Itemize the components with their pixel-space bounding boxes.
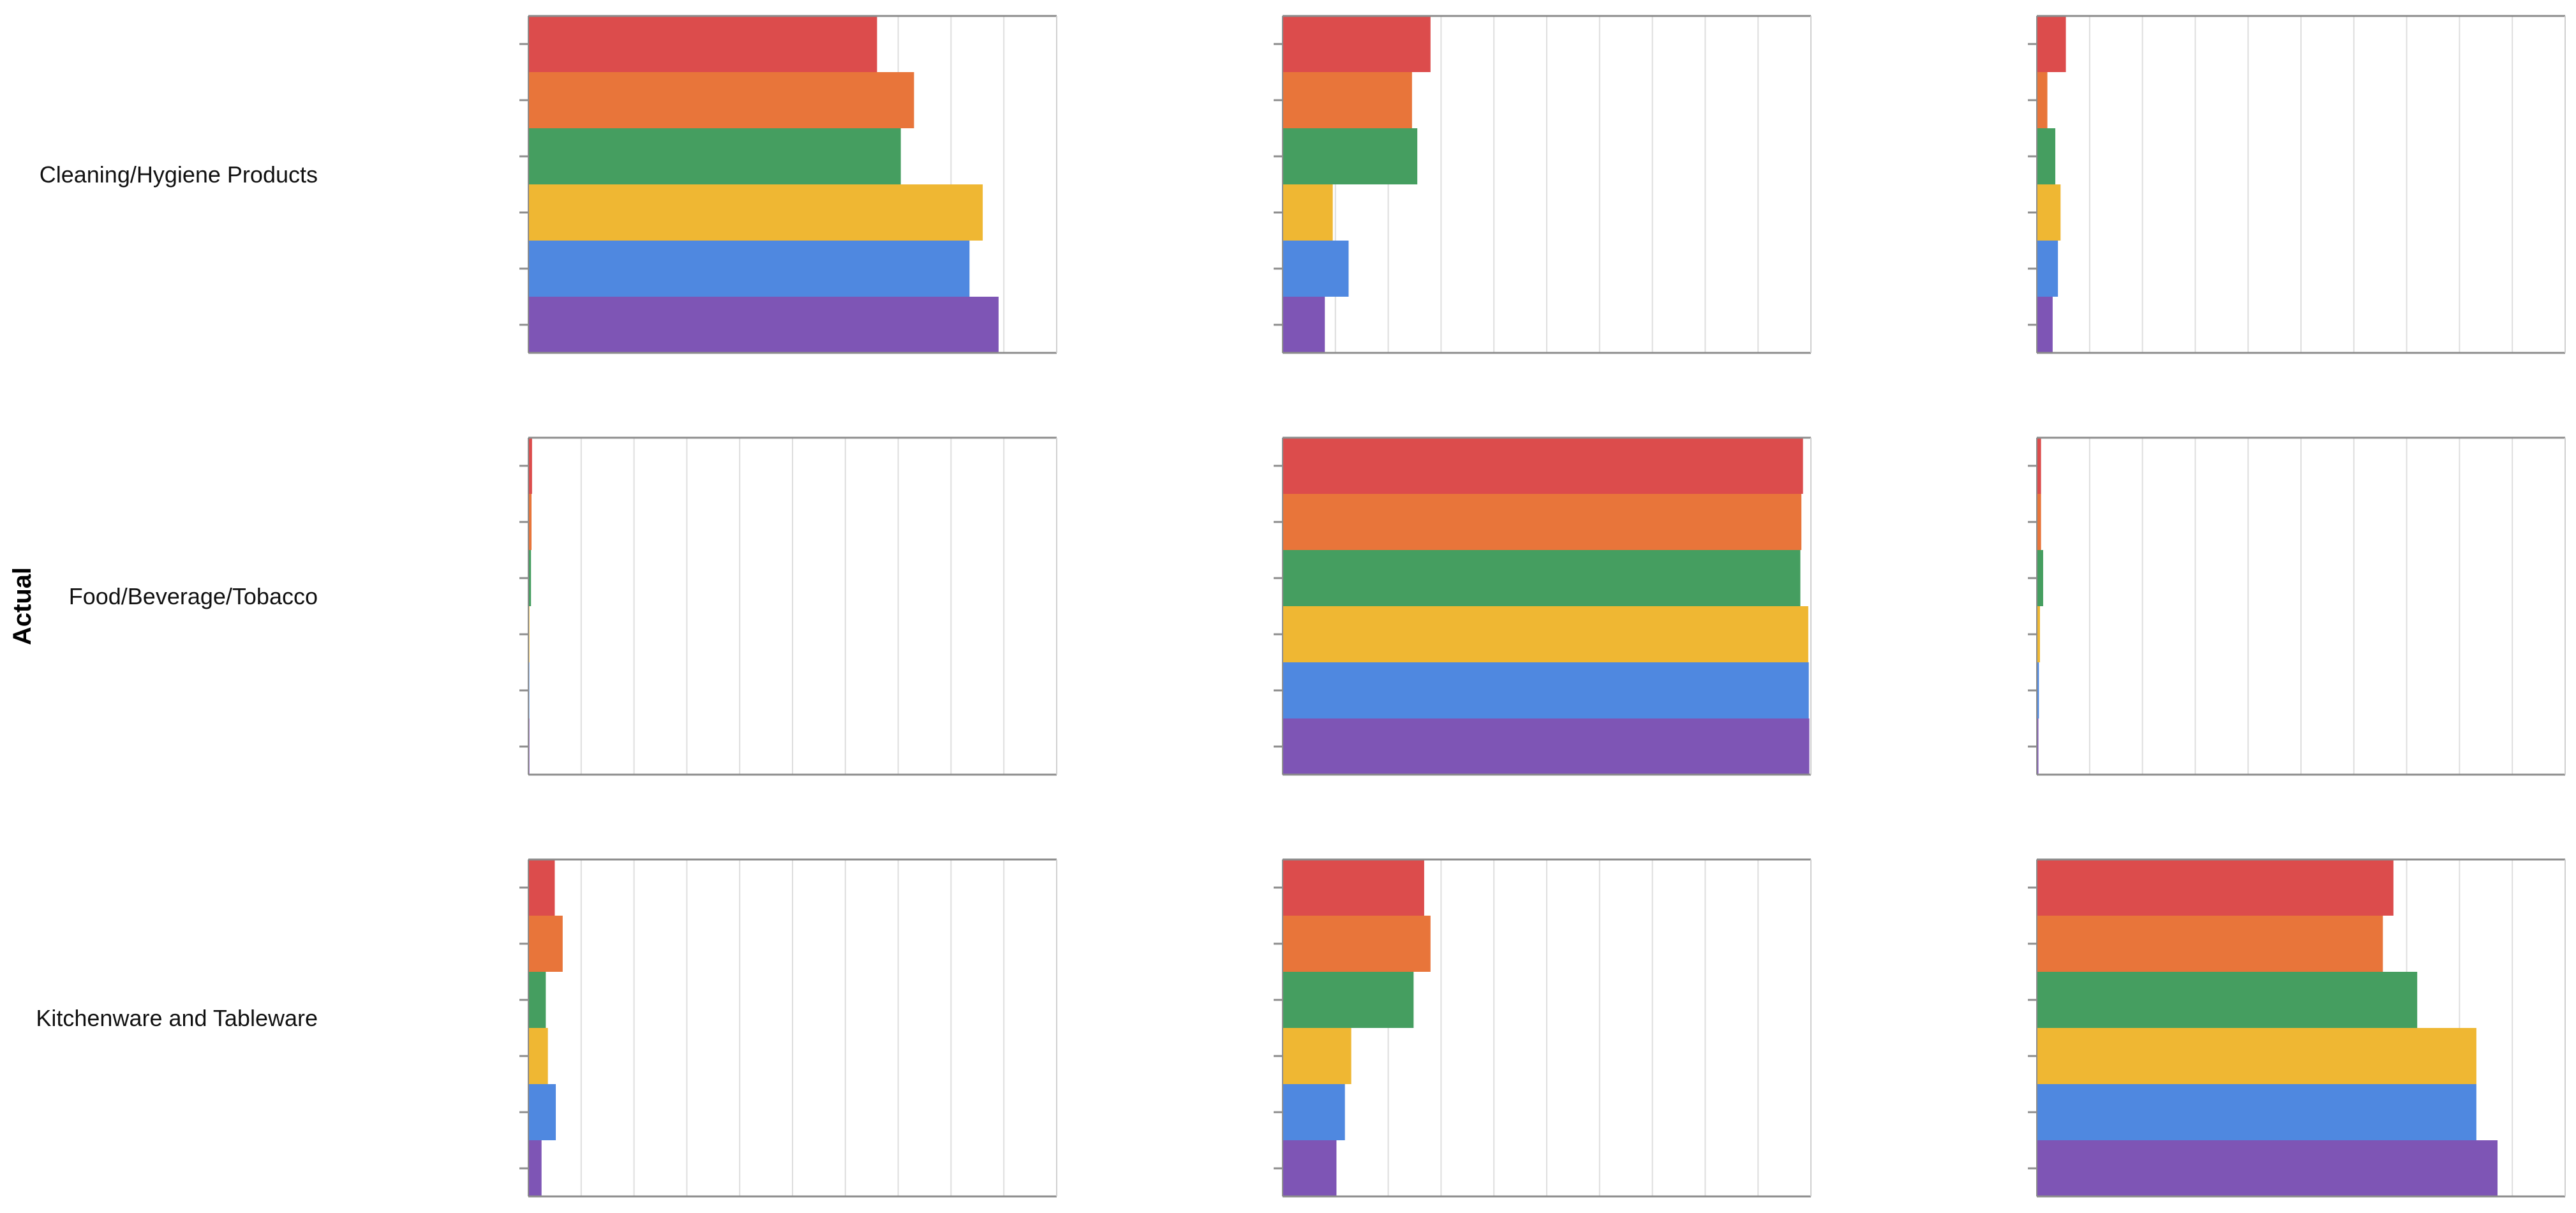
panel-1-0 bbox=[519, 436, 1057, 776]
bar-1-1-0 bbox=[1283, 438, 1803, 494]
panel-2-1 bbox=[1274, 858, 1812, 1198]
bar-1-1-3 bbox=[1283, 606, 1808, 662]
panel-0-1 bbox=[1274, 15, 1812, 354]
bar-1-1-5 bbox=[1283, 718, 1810, 775]
bar-0-0-4 bbox=[528, 241, 970, 297]
bar-1-2-0 bbox=[2037, 438, 2041, 494]
bar-1-1-4 bbox=[1283, 662, 1809, 718]
bar-2-2-3 bbox=[2037, 1028, 2476, 1084]
bar-0-1-1 bbox=[1283, 72, 1412, 128]
bar-1-2-4 bbox=[2037, 662, 2039, 718]
bar-0-1-5 bbox=[1283, 297, 1325, 353]
row-label-1: Food/Beverage/Tobacco bbox=[69, 583, 318, 609]
bar-1-1-1 bbox=[1283, 494, 1802, 550]
bar-2-2-2 bbox=[2037, 972, 2418, 1028]
bar-2-2-5 bbox=[2037, 1140, 2498, 1196]
bar-1-0-0 bbox=[528, 438, 532, 494]
bar-1-2-5 bbox=[2037, 718, 2039, 775]
bar-0-0-5 bbox=[528, 297, 999, 353]
bar-0-0-3 bbox=[528, 184, 983, 241]
bar-0-1-4 bbox=[1283, 241, 1349, 297]
bar-0-1-0 bbox=[1283, 16, 1431, 72]
panel-1-2 bbox=[2028, 436, 2566, 776]
panel-0-0 bbox=[519, 15, 1057, 354]
bar-2-1-4 bbox=[1283, 1084, 1345, 1140]
bar-2-1-3 bbox=[1283, 1028, 1351, 1084]
bar-2-0-0 bbox=[528, 860, 555, 916]
bar-2-1-5 bbox=[1283, 1140, 1337, 1196]
bar-2-1-0 bbox=[1283, 860, 1424, 916]
bar-2-0-4 bbox=[528, 1084, 556, 1140]
bar-0-0-0 bbox=[528, 16, 877, 72]
bar-2-0-2 bbox=[528, 972, 546, 1028]
bar-2-1-2 bbox=[1283, 972, 1414, 1028]
bar-2-2-0 bbox=[2037, 860, 2394, 916]
bar-0-1-2 bbox=[1283, 128, 1418, 184]
bar-1-0-2 bbox=[528, 550, 532, 606]
row-label-2: Kitchenware and Tableware bbox=[36, 1005, 318, 1031]
bar-1-2-1 bbox=[2037, 494, 2041, 550]
facet-panels bbox=[519, 15, 2566, 1198]
bar-0-0-1 bbox=[528, 72, 914, 128]
bar-0-2-2 bbox=[2037, 128, 2055, 184]
row-label-0: Cleaning/Hygiene Products bbox=[40, 161, 318, 188]
bar-0-2-4 bbox=[2037, 241, 2059, 297]
bar-2-1-1 bbox=[1283, 916, 1431, 972]
bar-0-2-0 bbox=[2037, 16, 2066, 72]
bar-0-0-2 bbox=[528, 128, 901, 184]
panel-2-0 bbox=[519, 858, 1057, 1198]
y-axis-title: Actual bbox=[8, 567, 36, 645]
bar-0-2-3 bbox=[2037, 184, 2061, 241]
bar-0-2-5 bbox=[2037, 297, 2053, 353]
bar-1-1-2 bbox=[1283, 550, 1801, 606]
bar-2-2-1 bbox=[2037, 916, 2383, 972]
panel-1-1 bbox=[1274, 436, 1812, 776]
bar-1-2-2 bbox=[2037, 550, 2043, 606]
bar-2-2-4 bbox=[2037, 1084, 2476, 1140]
bar-2-0-1 bbox=[528, 916, 563, 972]
bar-0-2-1 bbox=[2037, 72, 2048, 128]
bar-1-2-3 bbox=[2037, 606, 2040, 662]
bar-2-0-5 bbox=[528, 1140, 542, 1196]
bar-1-0-1 bbox=[528, 494, 532, 550]
bar-0-1-3 bbox=[1283, 184, 1333, 241]
panel-0-2 bbox=[2028, 15, 2566, 354]
bar-2-0-3 bbox=[528, 1028, 548, 1084]
panel-2-2 bbox=[2028, 858, 2566, 1198]
